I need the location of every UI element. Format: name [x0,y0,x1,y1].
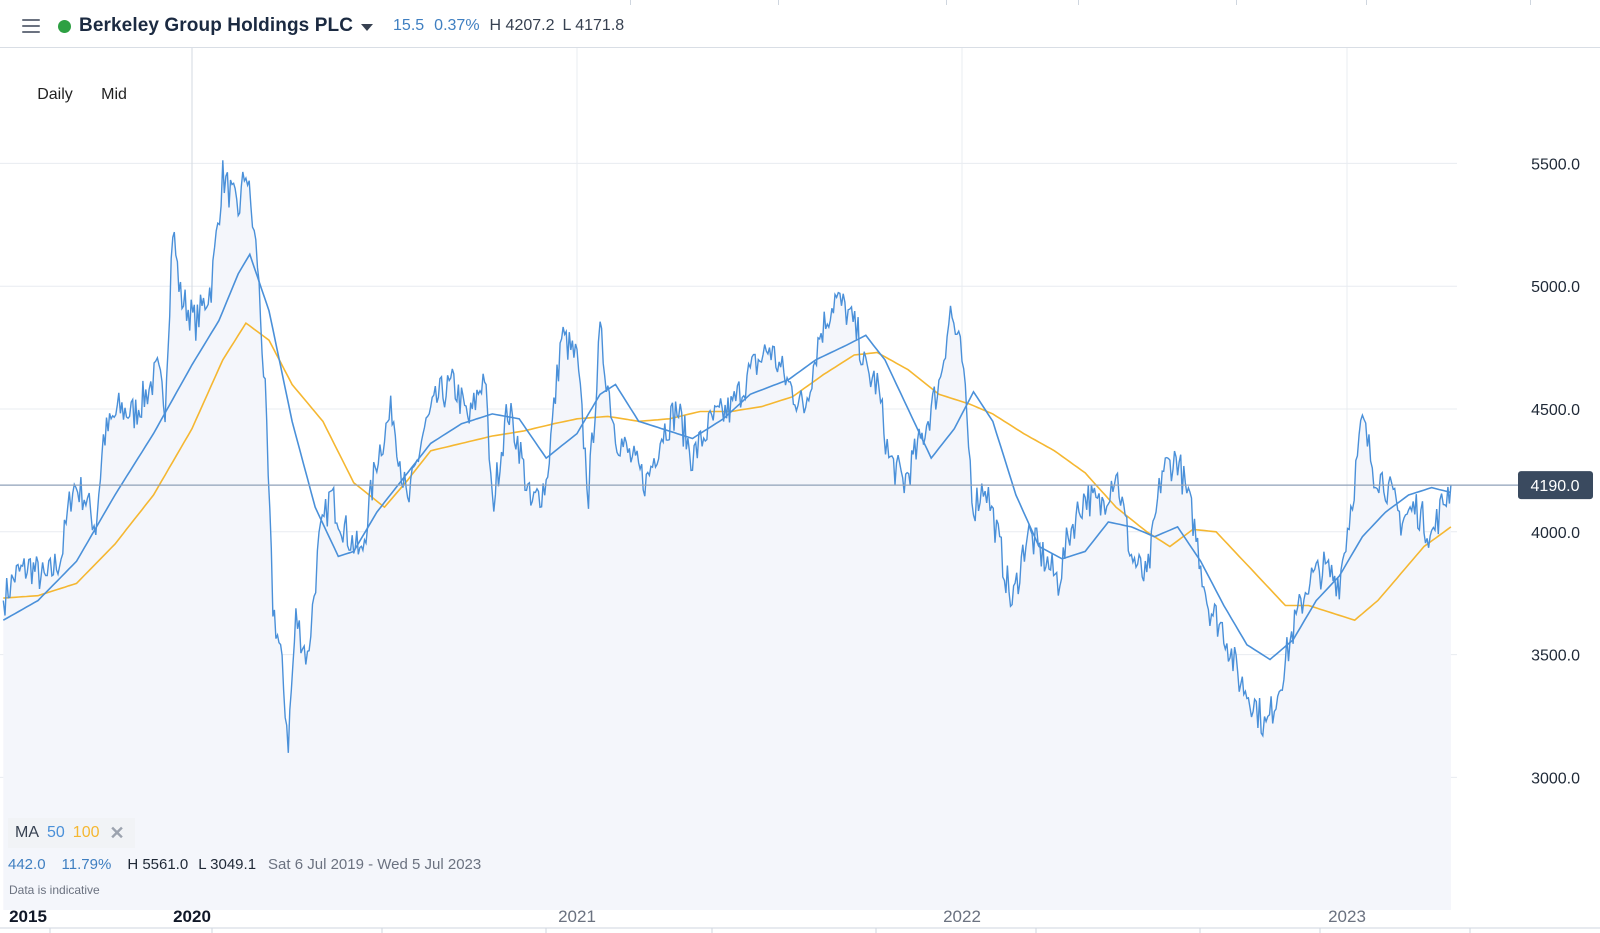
y-tick-label: 5000.0 [1531,279,1580,296]
instrument-dropdown-chevron-icon[interactable] [361,23,374,31]
ma-50-label[interactable]: 50 [47,824,65,841]
range-stats: 442.0 11.79% H 5561.0 L 3049.1 Sat 6 Jul… [8,853,497,875]
ma-label: MA [15,824,39,841]
date-range: Sat 6 Jul 2019 - Wed 5 Jul 2023 [268,855,482,873]
top-strip [0,0,1600,5]
x-tick-label: 2023 [1328,907,1366,926]
price-area-fill [3,160,1451,911]
hamburger-menu-icon[interactable] [22,19,40,33]
y-tick-label: 3000.0 [1531,770,1580,787]
ma-legend: MA 50 100 ✕ [8,818,135,848]
header-change: 15.5 [393,17,425,34]
price-chart[interactable]: 5500.0 5000.0 4500.0 4000.0 3500.0 3000.0 201… [0,48,1600,933]
x-tick-label: 2015 [9,907,47,926]
header-high: H 4207.2 [489,17,555,34]
current-price-tag: 4190.0 [1518,471,1593,500]
range-change: 442.0 [8,855,46,873]
y-tick-label: 3500.0 [1531,648,1580,665]
interval-button[interactable]: Daily [22,72,88,118]
price-type-button[interactable]: Mid [88,72,140,118]
header-low: L 4171.8 [562,17,625,34]
header-change-percent: 0.37% [434,17,480,34]
ma-100-label[interactable]: 100 [72,824,100,841]
instrument-title: Berkeley Group Holdings PLC [79,15,354,36]
y-tick-label: 5500.0 [1531,156,1580,173]
y-tick-label: 4000.0 [1531,525,1580,542]
y-tick-label: 4500.0 [1531,402,1580,419]
market-status-dot [58,19,71,33]
range-low: L 3049.1 [198,855,257,873]
x-tick-label: 2022 [943,907,981,926]
range-change-percent: 11.79% [61,855,112,873]
close-icon[interactable]: ✕ [109,822,125,843]
instrument-header: Berkeley Group Holdings PLC 15.5 0.37% H… [0,5,1600,48]
price-line [2,160,1452,753]
x-tick-label: 2021 [558,907,596,926]
current-price-label: 4190.0 [1531,478,1580,495]
disclaimer-note: Data is indicative [9,883,100,897]
range-high: H 5561.0 [127,855,189,873]
x-tick-label: 2020 [173,907,211,926]
